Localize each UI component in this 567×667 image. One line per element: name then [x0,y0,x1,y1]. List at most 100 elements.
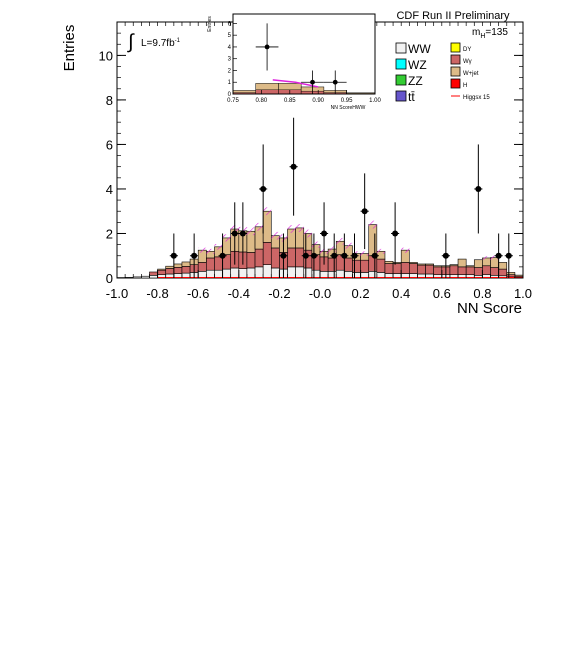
bar-ww-21 [287,266,296,279]
higgs-band-bin-19 [271,231,280,240]
inset-y-tick-label-6: 6 [228,21,232,27]
bar-w-jet-34 [392,262,402,264]
x-tick-label-2: -0.6 [187,286,209,301]
legend-right-label-0: DY [463,47,471,53]
bar-w-jet-26 [327,257,337,272]
data-point-12 [341,252,348,259]
data-point-10 [321,230,328,237]
higgs-band-bin-16 [246,227,256,236]
inset-y-tick-label-5: 5 [228,33,232,39]
higgs-band-bin-23 [303,229,312,238]
legend-right-label-4: Higgsx 15 [463,95,490,101]
inset-x-tick-label-1: 0.80 [256,98,268,104]
bar-ww-12 [214,269,223,279]
bar-w-jet-36 [409,263,418,274]
data-point-14 [361,208,368,215]
bar-w-jet-42 [457,258,467,268]
bar-w-jet-41 [449,265,459,275]
bar-ww-27 [335,269,345,279]
inset-x-label: NN ScoreHWW [331,105,366,111]
bar-w-jet-5 [157,269,167,275]
data-point-8 [302,252,309,259]
bar-w-jet-21 [287,247,296,268]
higgs-band-bin-28 [344,242,353,249]
inset-x-tick-label-2: 0.85 [284,98,296,104]
bar-w-jet-42 [457,266,467,275]
inset-data-point-2 [332,79,338,85]
bar-ww-11 [206,269,215,279]
bar-w-jet-5 [157,268,167,271]
inset-background [233,14,375,94]
bar-w-jet-46 [490,267,499,276]
bar-w-jet-33 [384,263,394,274]
data-point-9 [310,252,317,259]
legend-label-2: ZZ [408,74,423,88]
bar-w-jet-12 [214,256,223,271]
inset-y-tick-label-3: 3 [228,57,232,63]
data-point-15 [371,252,378,259]
bar-ww-18 [262,264,272,279]
inset-x-tick-label-4: 0.95 [341,98,353,104]
higgs-band-bin-13 [222,234,231,242]
legend-swatch-3 [395,90,407,102]
bar-w-jet-44 [473,267,483,276]
data-point-1 [191,252,198,259]
mass-label: mH=135 [472,27,508,40]
bar-w-jet-17 [254,248,264,268]
bar-ww-15 [238,268,248,279]
x-tick-label-9: 0.8 [473,286,491,301]
bar-w-jet-23 [303,249,313,269]
x-tick-label-5: -0.0 [309,286,331,301]
inset-y-label: Entries [207,16,213,32]
bar-ww-13 [222,268,231,279]
bar-w-jet-34 [392,263,402,274]
bar-w-jet-47 [498,268,508,277]
higgs-band-bin-35 [401,247,410,253]
bar-w-jet-43 [465,265,475,268]
bar-w-jet-38 [425,264,434,275]
bar-ww-31 [368,271,378,279]
higgs-band-bin-27 [336,237,345,245]
bar-w-jet-41 [449,264,459,267]
bar-w-jet-16 [246,252,256,269]
higgs-band-bin-24 [311,241,320,248]
bar-ww-16 [246,267,256,279]
bar-w-jet-38 [425,263,434,266]
bar-ww-2 [132,276,142,279]
bar-ww-23 [303,267,313,279]
higgs-band-bin-18 [263,207,272,216]
y-axis-label: Entries [61,25,78,72]
data-point-6 [280,252,287,259]
bar-w-jet-8 [181,266,191,274]
higgs-band-bin-12 [214,244,223,250]
bar-w-jet-8 [181,261,191,267]
legend-label-1: WZ [408,58,427,72]
x-tick-label-4: -0.2 [268,286,290,301]
chart-title: CDF Run II Preliminary [396,10,510,22]
bar-ww-26 [327,271,337,279]
higgs-band-bin-26 [328,246,337,252]
bar-w-jet-30 [360,259,370,273]
legend-right-swatch-2 [450,66,461,77]
inset-y-tick-label-2: 2 [228,68,232,74]
higgs-band-bin-10 [198,247,207,253]
inset-bar-low-1 [255,89,279,95]
x-tick-label-10: 1.0 [514,286,532,301]
data-point-20 [505,252,512,259]
legend: WW WZ ZZ tt̄ DY Wγ W+jet H Higgsx 15 [395,42,490,104]
bar-w-jet-31 [368,224,378,257]
bar-w-jet-19 [270,247,280,269]
data-point-5 [260,185,267,192]
legend-right-swatch-3 [450,78,461,89]
data-point-0 [170,252,177,259]
bar-ww-25 [319,271,329,279]
higgs-band-bin-31 [368,220,377,229]
legend-label-0: WW [408,42,431,56]
inset-x-tick-label-3: 0.90 [312,98,324,104]
bar-w-jet-44 [473,259,483,268]
lumi-integral: ∫ [127,31,135,53]
bar-w-jet-48 [506,272,516,275]
bar-w-jet-36 [409,262,418,264]
bar-w-jet-6 [165,268,175,275]
